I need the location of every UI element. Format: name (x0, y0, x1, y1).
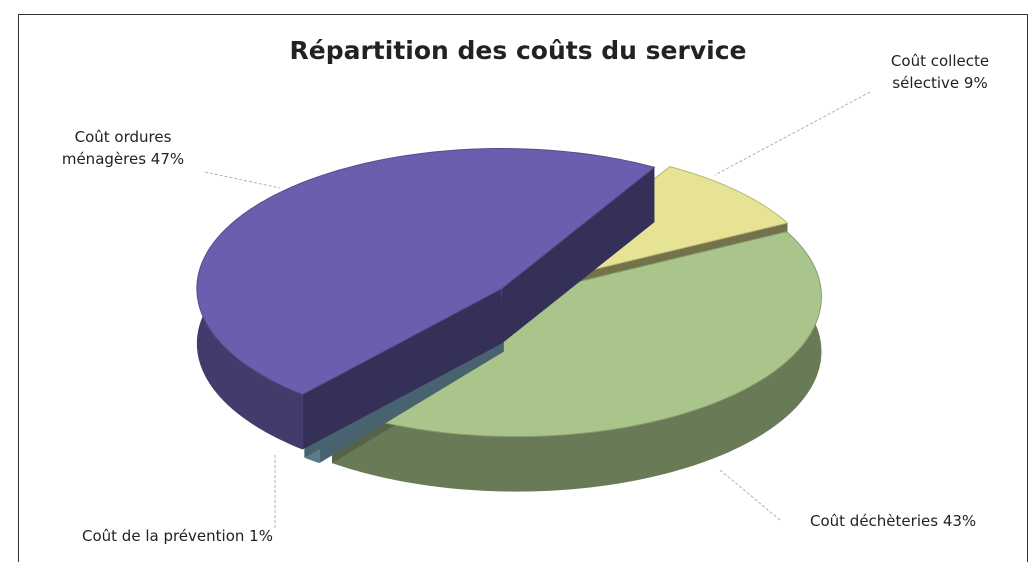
category: Coût déchèteries (810, 512, 939, 530)
category: Coût ordures ménagères (61, 128, 172, 168)
slice-wall (501, 167, 655, 344)
leader-line (204, 171, 281, 189)
slice-label: Coût déchèteries 43% (810, 510, 1030, 532)
chart-frame (18, 14, 1028, 562)
value-label: 47% (150, 150, 185, 168)
slice-wall (302, 288, 502, 450)
slice-label: Coût collecte sélective 9% (880, 50, 1000, 94)
value-label: 9% (963, 74, 988, 92)
slice-side (332, 231, 822, 492)
slice-top (196, 148, 656, 396)
value-label: 43% (942, 512, 977, 530)
slice-top (330, 231, 822, 438)
category: Coût collecte sélective (890, 52, 990, 92)
slice-label: Coût de la prévention 1% (82, 525, 342, 547)
slice (196, 148, 656, 450)
leader-line (714, 91, 871, 176)
category: Coût de la prévention (82, 527, 245, 545)
value-label: 1% (249, 527, 273, 545)
slice-label: Coût ordures ménagères 47% (38, 126, 208, 170)
leader-line (719, 469, 781, 521)
chart-title: Répartition des coûts du service (289, 36, 747, 65)
